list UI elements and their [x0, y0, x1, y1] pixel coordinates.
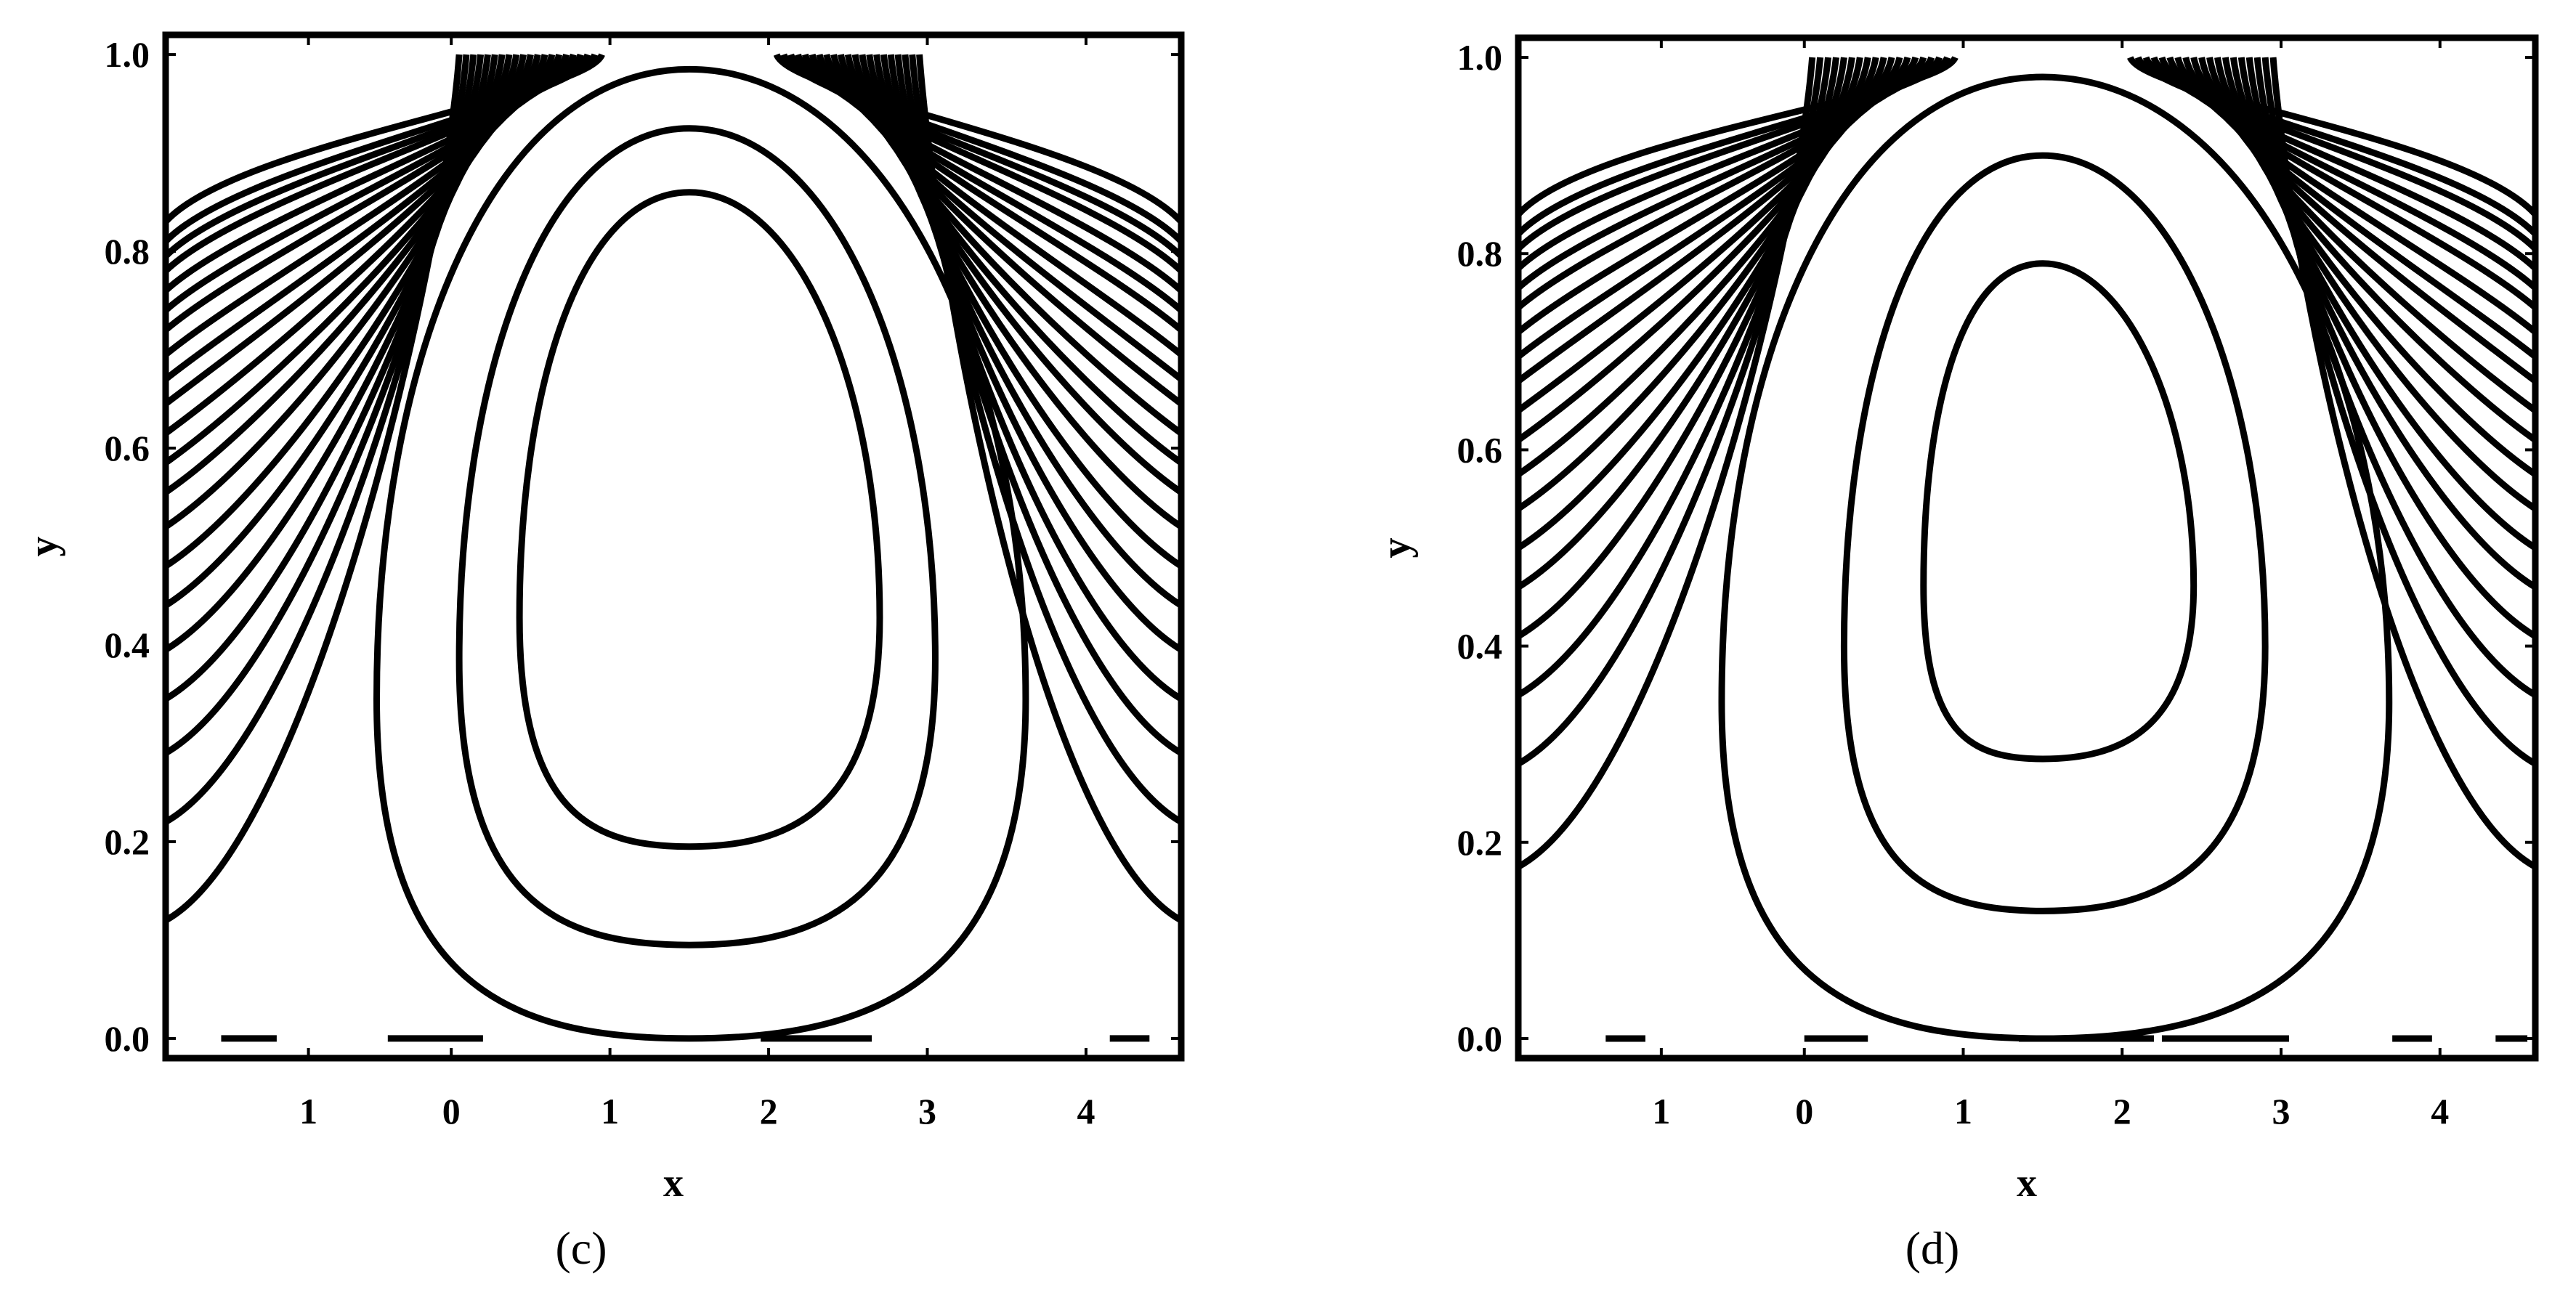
y-axis-label: y [1374, 538, 1419, 558]
y-tick-label: 0.6 [105, 428, 150, 468]
contour-lines [1518, 55, 2535, 1042]
x-tick-label: 2 [2113, 1091, 2131, 1131]
closed-contour-0 [1920, 260, 2198, 763]
x-tick-label: 3 [918, 1091, 936, 1131]
y-tick-label: 0.2 [105, 821, 150, 862]
x-tick-label: 4 [2431, 1091, 2449, 1131]
y-tick-label: 1.0 [105, 34, 150, 75]
y-tick-label: 0.4 [105, 625, 150, 665]
contour-panel-c: 0.0 0.2 0.4 0.6 0.8 1.0 1 0 1 2 3 4 x y (c) [21, 31, 1185, 1274]
x-tick-label: 1 [1954, 1091, 1972, 1131]
y-tick-label: 0.2 [1457, 822, 1503, 863]
side-contour-left-20 [166, 52, 605, 224]
x-tick-label: 2 [760, 1091, 778, 1131]
y-tick-label: 0.8 [1457, 233, 1503, 274]
y-tick-label: 0.0 [1457, 1018, 1503, 1059]
y-axis-label: y [21, 537, 66, 557]
x-tick-label: 1 [1652, 1091, 1670, 1131]
closed-contour-1 [455, 125, 939, 948]
plot-frame [1515, 34, 2539, 1062]
y-tick-label: 0.0 [105, 1018, 150, 1059]
x-axis-label: x [2017, 1161, 2037, 1206]
x-axis-label: x [663, 1161, 684, 1206]
side-contour-right-18 [2127, 55, 2535, 217]
y-tick-label: 1.0 [1457, 37, 1503, 78]
panel-caption: (c) [555, 1222, 607, 1274]
side-contour-right-20 [773, 52, 1181, 224]
closed-contour-0 [516, 189, 883, 850]
panel-caption: (d) [1905, 1222, 1960, 1274]
contour-lines [166, 52, 1181, 1042]
x-tick-label: 1 [601, 1091, 619, 1131]
y-tick-label: 0.4 [1457, 626, 1503, 667]
x-tick-label: 0 [1795, 1091, 1813, 1131]
plot-frame [162, 31, 1185, 1062]
side-contour-left-18 [1518, 55, 1959, 217]
contour-panel-d: 0.0 0.2 0.4 0.6 0.8 1.0 1 0 1 2 3 4 x y (d) [1374, 34, 2539, 1274]
x-tick-label: 4 [1077, 1091, 1095, 1131]
y-tick-label: 0.6 [1457, 429, 1503, 470]
x-tick-label: 0 [442, 1091, 461, 1131]
closed-contour-1 [1840, 152, 2269, 914]
x-tick-label: 3 [2272, 1091, 2291, 1131]
x-tick-label: 1 [299, 1091, 317, 1131]
y-tick-label: 0.8 [105, 231, 150, 272]
